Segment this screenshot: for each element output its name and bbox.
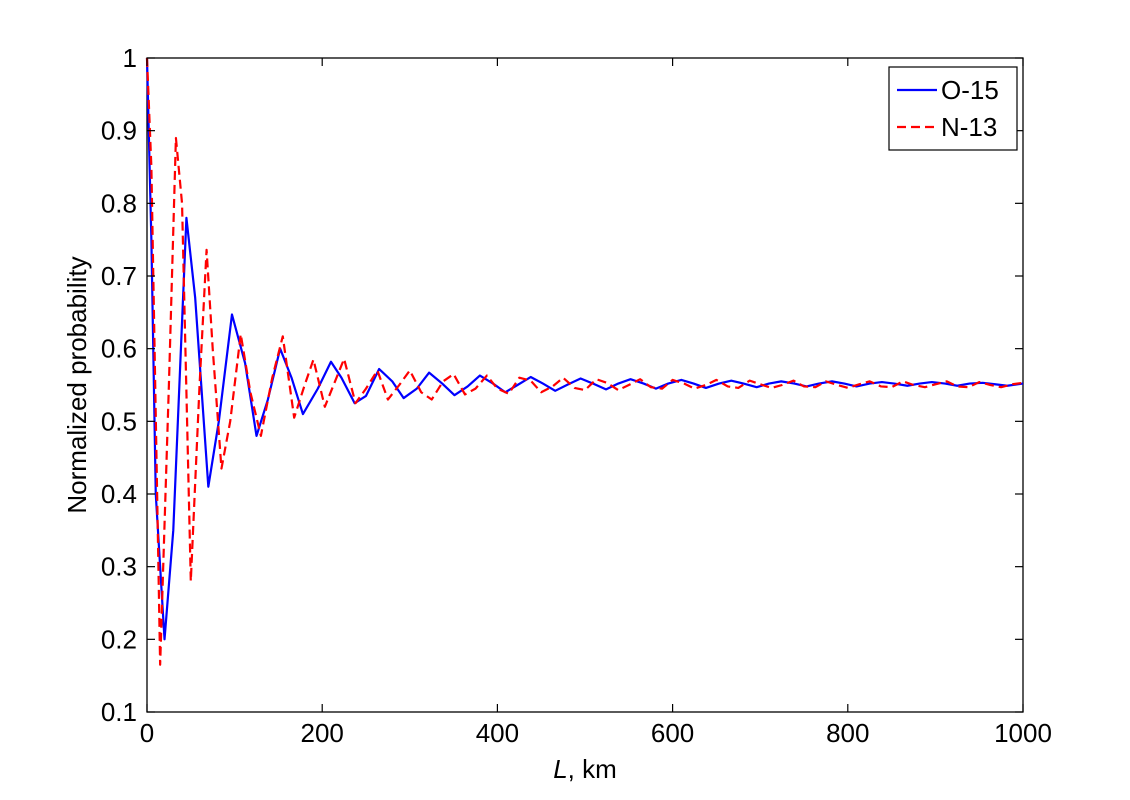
y-tick-label-0.9: 0.9 [101, 116, 137, 146]
y-tick-label-0.6: 0.6 [101, 334, 137, 364]
x-axis-label: L, km [553, 754, 617, 784]
x-axis-label-variable: L [553, 754, 567, 784]
legend: O-15 N-13 [888, 66, 1018, 151]
plot-area: 0 200 400 600 800 1000 0.1 0.2 0.3 0.4 0.5 0.6 0.7 0.… [101, 43, 1052, 748]
tick-layer: 0 200 400 600 800 1000 0.1 0.2 0.3 0.4 0.5 0.6 0.7 0.… [101, 43, 1052, 748]
legend-box [888, 66, 1018, 151]
x-tick-label-600: 600 [651, 718, 694, 748]
axes-box [146, 57, 1024, 713]
y-axis-label: Normalized probability [62, 256, 92, 513]
y-tick-label-0.2: 0.2 [101, 624, 137, 654]
x-tick-label-400: 400 [476, 718, 519, 748]
x-tick-label-0: 0 [140, 718, 154, 748]
x-tick-label-800: 800 [826, 718, 869, 748]
legend-label-o15: O-15 [941, 75, 999, 105]
y-tick-label-0.7: 0.7 [101, 261, 137, 291]
x-tick-label-1000: 1000 [994, 718, 1052, 748]
y-tick-label-1: 1 [123, 43, 137, 73]
y-tick-label-0.3: 0.3 [101, 552, 137, 582]
legend-label-n13: N-13 [941, 112, 997, 142]
series-line-o-15 [145, 57, 1024, 641]
x-tick-label-200: 200 [301, 718, 344, 748]
y-tick-label-0.4: 0.4 [101, 479, 137, 509]
y-tick-label-0.5: 0.5 [101, 406, 137, 436]
y-tick-label-0.1: 0.1 [101, 697, 137, 727]
y-tick-label-0.8: 0.8 [101, 188, 137, 218]
series-line-n-13 [145, 57, 1024, 666]
x-axis-label-unit: , km [568, 754, 617, 784]
series-layer [145, 57, 1024, 666]
